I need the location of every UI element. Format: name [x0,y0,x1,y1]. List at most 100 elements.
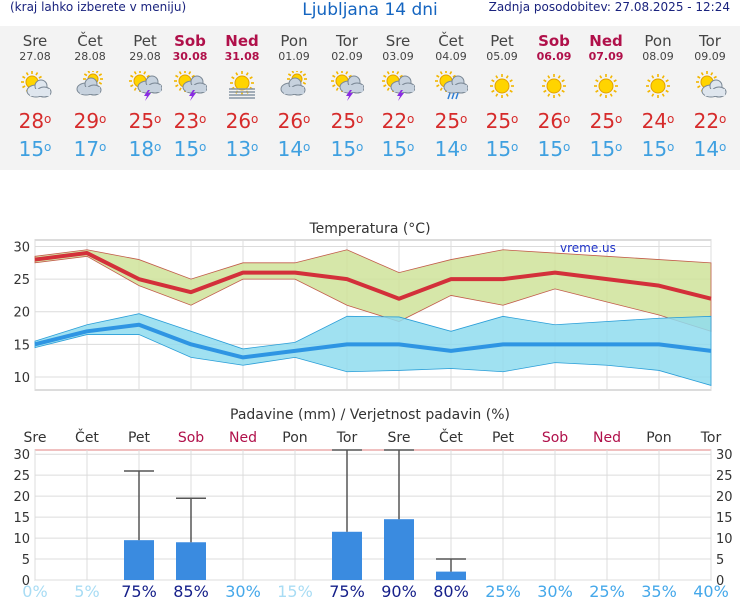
day-date: 06.09 [536,50,572,63]
day-date: 01.09 [278,50,310,63]
day-column: Pon 01.09 26o 14o [267,26,321,161]
day-column: Sob 06.09 26o 15o [527,26,581,161]
day-column: Pon 08.09 24o 15o [631,26,685,161]
precip-bar [436,571,466,580]
day-date: 08.09 [642,50,674,63]
y-tick-label: 20 [13,490,30,505]
temp-max: 26o [537,109,571,133]
probability-label: 25% [589,582,625,600]
day-name: Tor [699,32,721,50]
max-temp-line [34,251,712,301]
day-column: Tor 09.09 22o 14o [683,26,737,161]
x-tick-label: Pon [282,430,307,446]
probability-label: 85% [173,582,209,600]
min-range-band [34,313,712,386]
probability-label: 15% [277,582,313,600]
day-date: 07.09 [588,50,624,63]
temp-max: 23o [173,109,207,133]
y-tick-label: 30 [13,241,30,256]
temp-max: 28o [18,109,52,133]
day-date: 27.08 [19,50,51,63]
forecast-strip: Sre 27.08 28o 15o Čet 28.08 29o 17o Pet 29.08 25o 1… [0,26,740,170]
y-tick-label: 0 [22,574,30,589]
precip-bar [332,531,362,580]
temp-max: 22o [693,109,727,133]
page-title: Ljubljana 14 dni [302,0,438,20]
day-name: Sob [174,32,206,50]
day-name: Pon [644,32,672,50]
day-date: 29.08 [129,50,161,63]
thunderstorm-icon [129,71,162,101]
temp-min: 15o [589,137,623,161]
temp-min: 14o [693,137,727,161]
probability-label: 80% [433,582,469,600]
probability-label: 5% [74,582,99,600]
day-name: Ned [589,32,623,50]
day-date: 03.09 [382,50,414,63]
temp-max: 24o [641,109,675,133]
day-column: Čet 04.09 25o 14o [424,26,478,161]
y-tick-label: 25 [13,273,30,288]
day-column: Čet 28.08 29o 17o [63,26,117,161]
day-column: Sre 27.08 28o 15o [8,26,62,161]
probability-label: 25% [485,582,521,600]
day-column: Ned 07.09 25o 15o [579,26,633,161]
y-tick-label-right: 20 [716,490,733,505]
temp-max: 25o [128,109,162,133]
day-date: 04.09 [435,50,467,63]
day-column: Sre 03.09 22o 15o [371,26,425,161]
temp-max: 22o [381,109,415,133]
temp-max: 29o [73,109,107,133]
y-tick-label: 30 [13,448,30,463]
thunderstorm-icon [382,71,415,101]
x-tick-label: Tor [700,430,722,446]
sun-icon [542,74,566,98]
temp-min: 15o [330,137,364,161]
day-name: Sob [538,32,570,50]
temp-max: 26o [225,109,259,133]
day-date: 02.09 [331,50,363,63]
cloudy-icon [280,71,307,96]
day-column: Pet 05.09 25o 15o [475,26,529,161]
y-tick-label: 15 [13,511,30,526]
y-tick-label-right: 10 [716,532,733,547]
day-date: 31.08 [224,50,260,63]
probability-label: 30% [537,582,573,600]
chart-title: Temperatura (°C) [308,221,430,237]
precip-bar [124,540,154,580]
day-date: 28.08 [74,50,106,63]
temp-max: 25o [589,109,623,133]
header-region-hint[interactable]: (kraj lahko izberete v meniju) [10,0,187,14]
x-tick-label: Tor [336,430,358,446]
day-name: Čet [77,32,103,50]
sun-icon [490,74,514,98]
rain-sun-icon [435,71,468,100]
day-column: Tor 02.09 25o 15o [320,26,374,161]
probability-label: 90% [381,582,417,600]
x-tick-label: Sre [388,430,411,446]
precip-bar [384,519,414,580]
temp-min: 14o [434,137,468,161]
day-name: Sre [385,32,411,50]
y-tick-label-right: 0 [716,574,724,589]
temp-min: 15o [641,137,675,161]
sun-icon [646,74,670,98]
day-date: 05.09 [486,50,518,63]
y-tick-label: 10 [13,532,30,547]
y-tick-label: 15 [13,338,30,353]
sun-icon [594,74,618,98]
x-tick-label: Ned [593,430,621,446]
y-tick-label: 25 [13,469,30,484]
day-column: Ned 31.08 26o 13o [215,26,269,161]
temp-min: 15o [537,137,571,161]
day-name: Sre [22,32,48,50]
temp-max: 25o [485,109,519,133]
temp-min: 15o [485,137,519,161]
fog-icon [229,71,255,99]
x-tick-label: Sob [178,430,204,446]
temp-min: 15o [173,137,207,161]
temp-min: 15o [18,137,52,161]
watermark: vreme.us [560,241,616,255]
x-tick-label: Sre [24,430,47,446]
temp-min: 14o [277,137,311,161]
